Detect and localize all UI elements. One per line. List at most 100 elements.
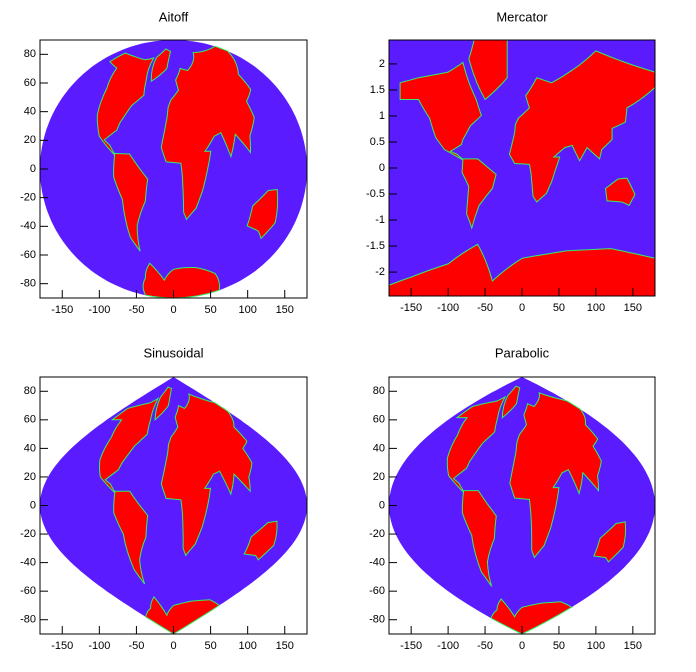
y-tick-label: 60: [373, 414, 385, 426]
y-tick-label: -40: [20, 220, 36, 232]
y-tick-label: 60: [24, 414, 36, 426]
x-tick-label: 0: [170, 304, 176, 316]
x-tick-label: 100: [587, 640, 605, 652]
y-tick-label: 1: [379, 110, 385, 122]
y-tick-label: -80: [369, 614, 385, 626]
y-tick-label: -20: [369, 528, 385, 540]
land: [243, 520, 278, 561]
y-tick-label: 80: [24, 385, 36, 397]
land: [501, 385, 521, 419]
land: [461, 490, 497, 587]
map-area: [40, 377, 307, 634]
chart-title: Sinusoidal: [144, 345, 204, 360]
y-tick-label: 0: [379, 499, 385, 511]
land: [593, 521, 627, 563]
x-tick-label: -100: [437, 302, 459, 314]
y-tick-label: 0: [379, 162, 385, 174]
y-tick-label: -60: [20, 585, 36, 597]
y-tick-label: -40: [369, 557, 385, 569]
y-tick-label: -60: [369, 585, 385, 597]
land: [389, 243, 655, 296]
y-tick-label: -40: [20, 557, 36, 569]
x-tick-label: 150: [276, 304, 294, 316]
y-tick-label: -1.5: [366, 240, 385, 252]
land: [399, 61, 482, 162]
x-tick-label: -100: [437, 640, 459, 652]
y-tick-label: -20: [20, 528, 36, 540]
land: [98, 397, 160, 495]
x-tick-label: 50: [204, 304, 216, 316]
x-tick-label: 0: [170, 640, 176, 652]
y-tick-label: 40: [24, 106, 36, 118]
x-tick-label: 100: [238, 304, 256, 316]
x-tick-label: 150: [624, 302, 642, 314]
globe: [40, 40, 307, 298]
land: [468, 40, 508, 101]
x-tick-label: 50: [553, 640, 565, 652]
x-tick-label: -100: [88, 304, 110, 316]
x-tick-label: -50: [128, 304, 144, 316]
y-tick-label: -0.5: [366, 188, 385, 200]
y-tick-label: -1: [375, 214, 385, 226]
land: [604, 177, 636, 207]
y-tick-label: 0: [30, 499, 36, 511]
x-tick-label: 150: [624, 640, 642, 652]
land: [509, 392, 602, 559]
y-tick-label: -2: [375, 266, 385, 278]
y-tick-label: 20: [24, 471, 36, 483]
x-tick-label: -150: [51, 640, 73, 652]
chart-title: Parabolic: [495, 345, 550, 360]
x-tick-label: 50: [553, 302, 565, 314]
y-tick-label: 80: [373, 385, 385, 397]
map-area: [40, 40, 307, 298]
land: [160, 393, 253, 557]
x-tick-label: -150: [51, 304, 73, 316]
x-tick-label: -150: [400, 640, 422, 652]
y-tick-label: 20: [24, 134, 36, 146]
x-tick-label: -50: [477, 640, 493, 652]
y-tick-label: 40: [373, 442, 385, 454]
x-tick-label: -150: [400, 302, 422, 314]
land: [113, 490, 149, 585]
y-tick-label: 80: [24, 48, 36, 60]
globe: [389, 377, 655, 634]
y-tick-label: 60: [24, 77, 36, 89]
map-area: [389, 40, 655, 296]
land: [113, 152, 149, 252]
x-tick-label: -50: [128, 640, 144, 652]
land: [160, 45, 255, 221]
y-tick-label: 20: [373, 471, 385, 483]
land: [145, 596, 221, 634]
x-tick-label: 50: [204, 640, 216, 652]
y-tick-label: -80: [20, 278, 36, 290]
x-tick-label: 0: [519, 302, 525, 314]
x-tick-label: 100: [238, 640, 256, 652]
chart-title: Aitoff: [159, 9, 189, 24]
land: [150, 48, 172, 83]
x-tick-label: -50: [477, 302, 493, 314]
y-tick-label: 0.5: [370, 136, 385, 148]
land: [508, 50, 655, 203]
x-tick-label: 150: [276, 640, 294, 652]
y-tick-label: 2: [379, 58, 385, 70]
land: [446, 395, 507, 494]
land: [96, 52, 155, 157]
x-tick-label: -100: [88, 640, 110, 652]
x-tick-label: 0: [519, 640, 525, 652]
land: [490, 598, 573, 634]
map-area: [389, 377, 655, 634]
land: [154, 386, 172, 422]
globe: [40, 377, 307, 634]
y-tick-label: -80: [20, 614, 36, 626]
y-tick-label: -60: [20, 249, 36, 261]
y-tick-label: -20: [20, 192, 36, 204]
chart-title: Mercator: [496, 9, 548, 24]
land: [461, 158, 497, 230]
y-tick-label: 40: [24, 442, 36, 454]
x-tick-label: 100: [587, 302, 605, 314]
land: [142, 262, 221, 298]
y-tick-label: 1.5: [370, 84, 385, 96]
land: [246, 189, 279, 240]
y-tick-label: 0: [30, 163, 36, 175]
